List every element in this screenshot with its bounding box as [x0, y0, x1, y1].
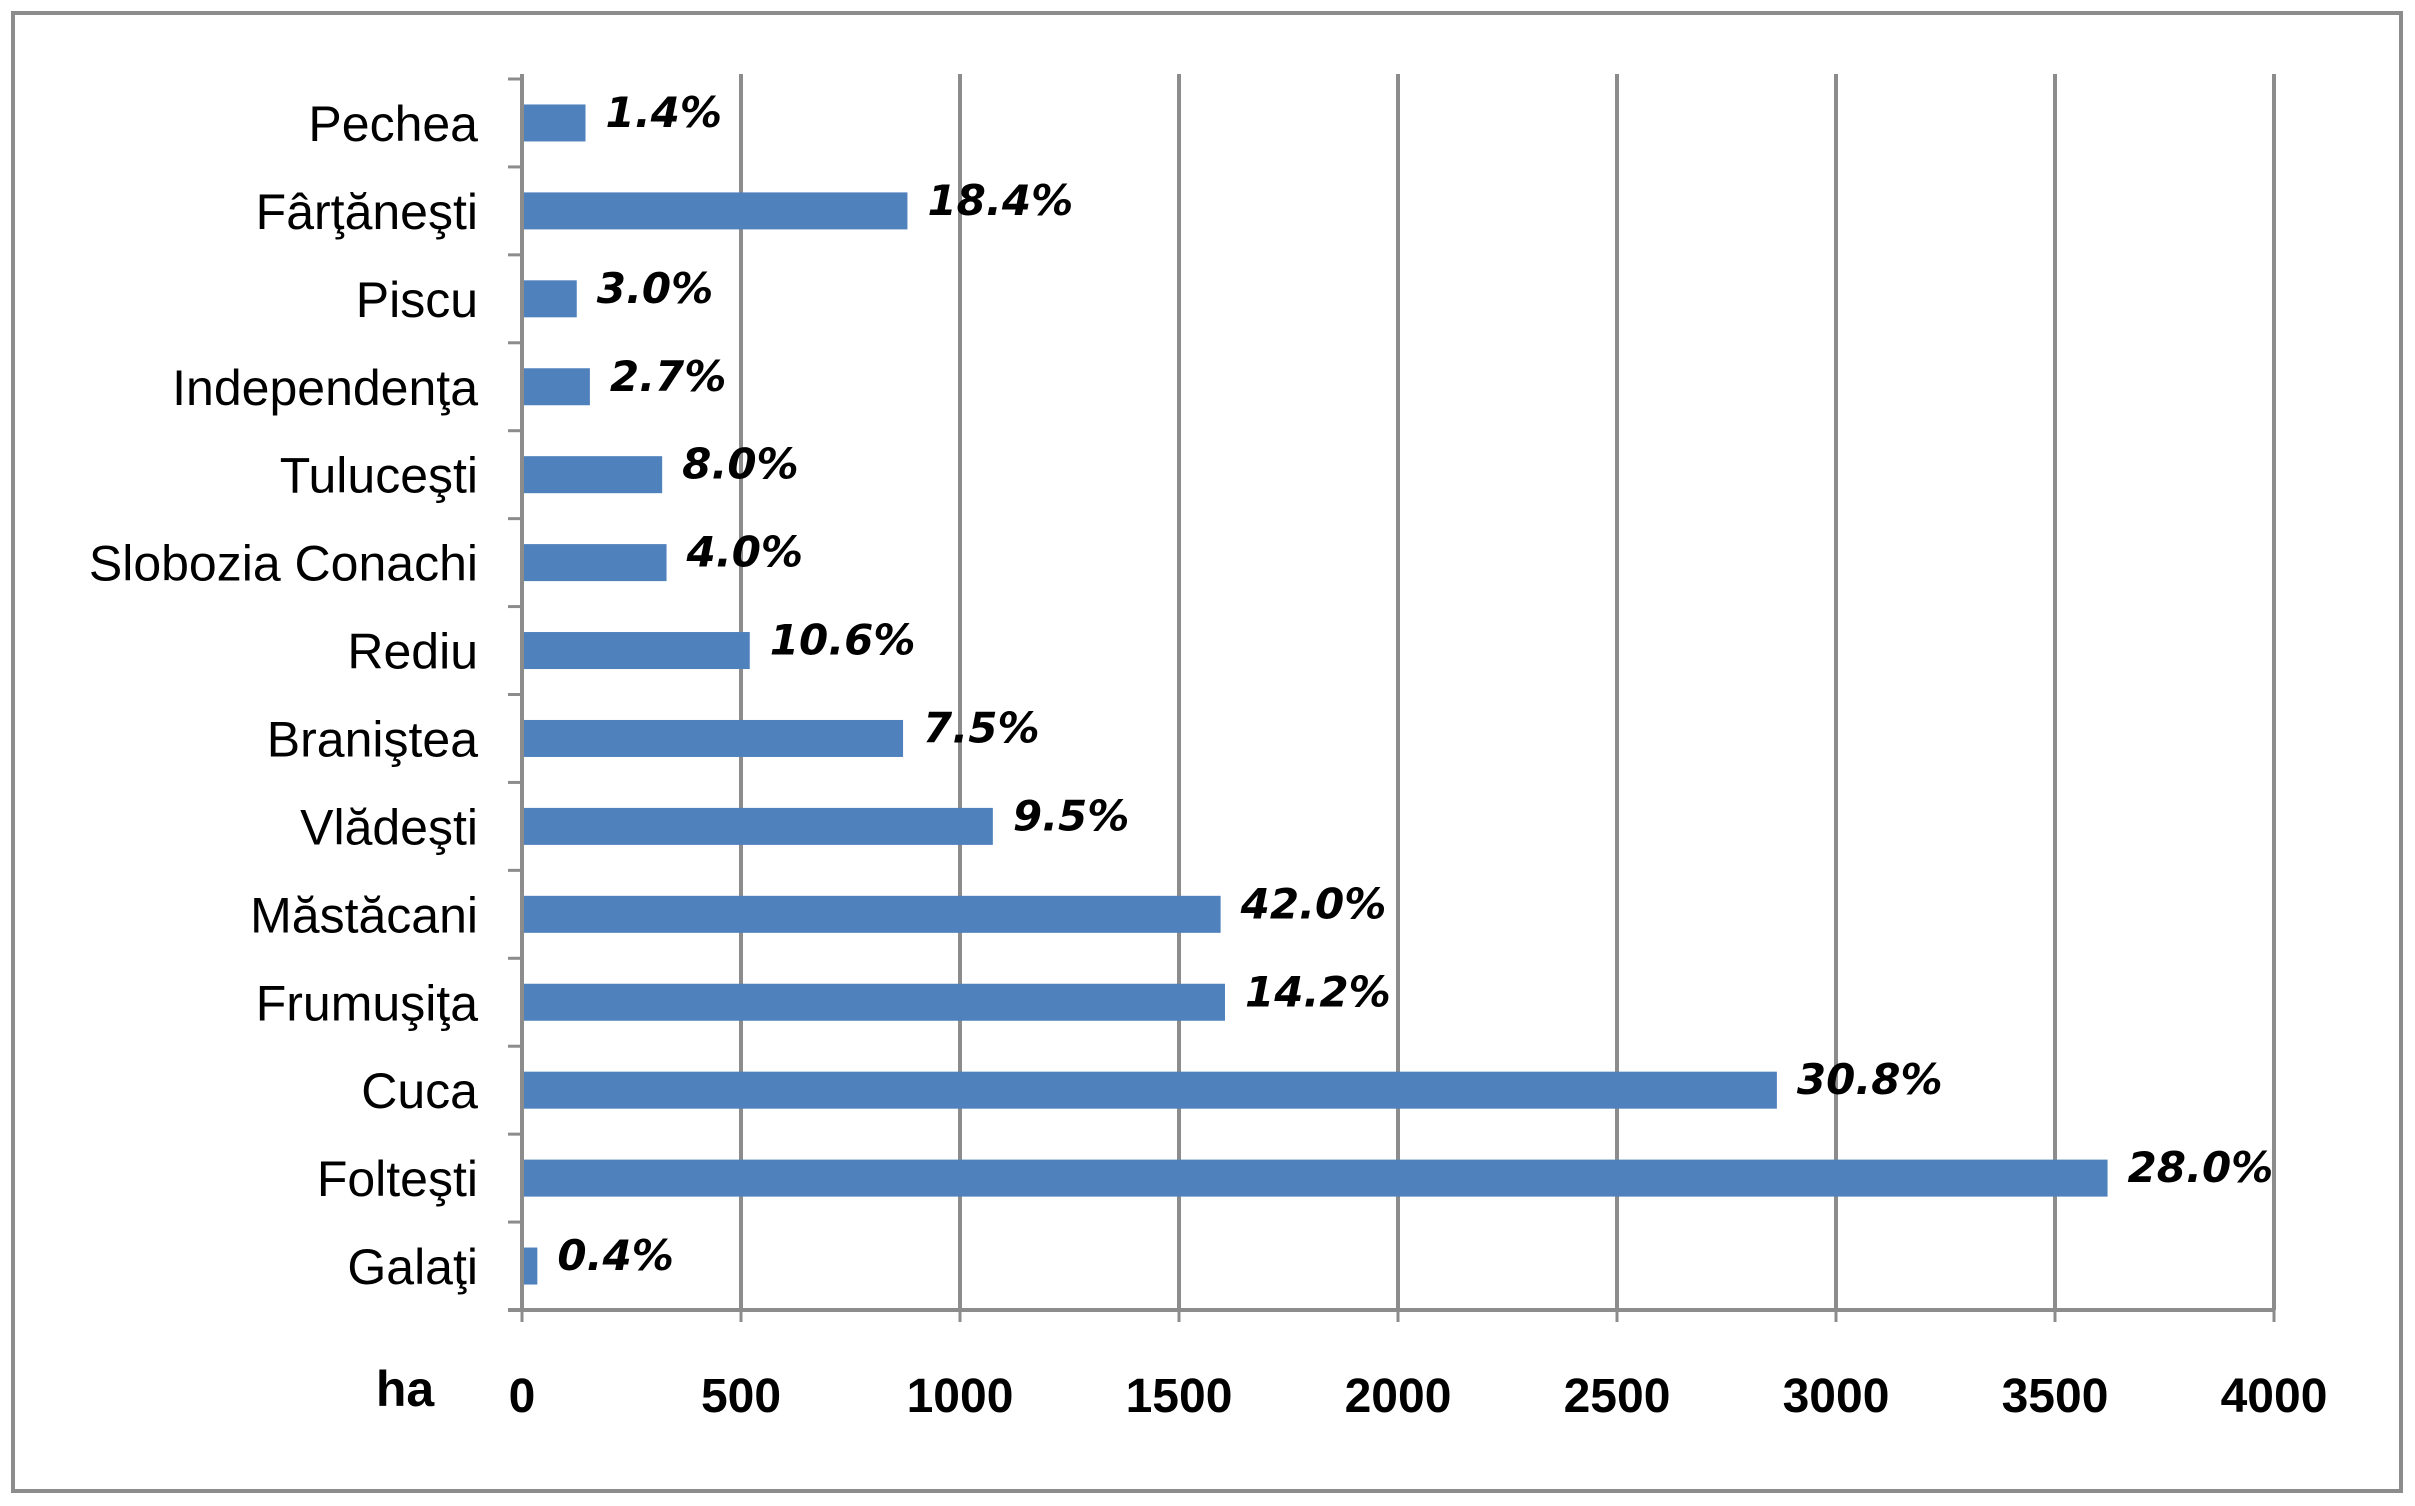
x-tick-label: 2500 [1564, 1370, 1671, 1423]
x-tick-label: 4000 [2221, 1370, 2328, 1423]
category-label: Galaţi [347, 1239, 478, 1295]
x-tick-labels: 0 500 1000 1500 2000 2500 3000 3500 4000 [509, 1370, 2328, 1423]
bar [522, 368, 590, 406]
data-label: 0.4% [557, 1231, 673, 1280]
bar [522, 1247, 538, 1285]
bar [522, 280, 577, 318]
bar [522, 895, 1221, 933]
data-label: 14.2% [1245, 967, 1391, 1016]
category-label: Vlădeşti [300, 799, 478, 855]
category-label: Măstăcani [250, 887, 478, 943]
data-label: 3.0% [597, 264, 713, 313]
axes [508, 74, 2274, 1312]
category-label: Pechea [308, 96, 478, 152]
x-tick-label: 1000 [907, 1370, 1014, 1423]
x-tick-label: 1500 [1126, 1370, 1233, 1423]
x-tick-label: 0 [509, 1370, 536, 1423]
data-label: 10.6% [770, 616, 916, 665]
data-label: 18.4% [927, 176, 1073, 225]
bar [522, 192, 908, 230]
data-label: 28.0% [2128, 1143, 2274, 1192]
category-labels: Pechea Fârţăneşti Piscu Independenţa Tuluceş… [89, 96, 478, 1295]
x-tick-label: 3500 [2002, 1370, 2109, 1423]
category-label: Independenţa [172, 360, 478, 416]
data-label: 4.0% [686, 528, 803, 577]
bar [522, 632, 750, 670]
data-label: 2.7% [610, 352, 726, 401]
category-label: Rediu [347, 624, 478, 680]
data-label: 9.5% [1013, 791, 1129, 840]
category-label: Folteşti [317, 1151, 478, 1207]
bar [522, 456, 663, 494]
data-label: 8.0% [682, 440, 798, 489]
x-tick-label: 2000 [1345, 1370, 1452, 1423]
category-label: Fârţăneşti [256, 184, 478, 240]
category-label: Cuca [361, 1063, 478, 1119]
category-label: Braniştea [267, 711, 478, 767]
data-label: 42.0% [1240, 879, 1387, 928]
chart-border [11, 11, 2403, 1493]
bar [522, 544, 667, 582]
data-label: 30.8% [1797, 1055, 1943, 1104]
bar [522, 1071, 1777, 1109]
unit-label: ha [376, 1361, 436, 1417]
bar [522, 104, 586, 142]
bars [522, 104, 2108, 1285]
x-tick-label: 500 [701, 1370, 781, 1423]
bar [522, 1159, 2108, 1197]
x-tick-label: 3000 [1783, 1370, 1890, 1423]
category-label: Piscu [356, 272, 478, 328]
bar [522, 719, 904, 757]
category-label: Frumuşiţa [256, 975, 478, 1031]
category-label: Slobozia Conachi [89, 536, 478, 592]
category-label: Tuluceşti [280, 448, 478, 504]
bar [522, 807, 993, 845]
data-labels: 1.4% 18.4% 3.0% 2.7% 8.0% 4.0% 10.6%7.5% 9.5% 42… [557, 88, 2273, 1280]
data-label: 1.4% [606, 88, 722, 137]
bar [522, 983, 1225, 1021]
data-label: 7.5% [923, 703, 1039, 752]
